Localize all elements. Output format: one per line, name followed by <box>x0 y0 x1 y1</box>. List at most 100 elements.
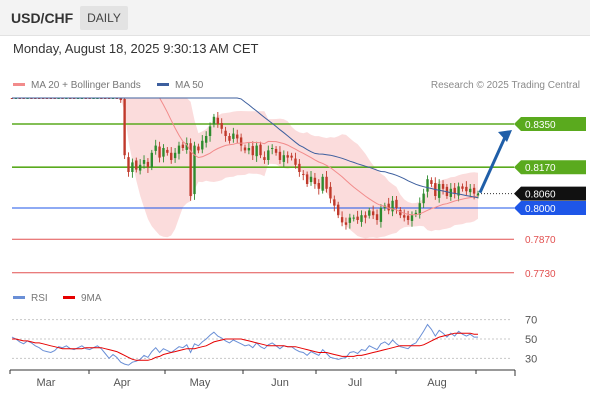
candle <box>302 170 305 181</box>
candle-body <box>403 215 406 218</box>
candle-body <box>371 211 375 216</box>
candle-body <box>255 145 258 157</box>
legend-swatch-rsi <box>13 295 25 299</box>
candle-body <box>437 184 441 198</box>
candle-body <box>414 212 418 215</box>
candle-body <box>216 117 220 124</box>
level-last: 0.8060 <box>478 186 586 201</box>
candle <box>418 197 421 219</box>
candle-body <box>453 187 456 194</box>
candle <box>220 118 223 134</box>
candle-body <box>422 193 425 204</box>
legend-ma50: MA 50 <box>157 80 203 92</box>
candle <box>173 148 177 163</box>
candle-body <box>379 208 383 222</box>
candle-body <box>270 148 274 149</box>
candle-body <box>138 164 142 171</box>
candle <box>465 181 468 196</box>
candle <box>208 122 212 142</box>
instrument-title: USD/CHF <box>11 10 74 26</box>
candle <box>251 141 254 160</box>
candle-body <box>352 217 355 219</box>
rsi-ma-line <box>12 332 478 361</box>
candle <box>127 152 130 177</box>
candle-body <box>333 199 336 206</box>
candle-body <box>142 160 146 164</box>
candle-body <box>201 140 204 150</box>
candle-body <box>166 149 169 153</box>
legend-label-9ma: 9MA <box>81 293 102 304</box>
candle <box>270 144 274 155</box>
candle <box>154 139 157 155</box>
level-tag <box>514 160 586 175</box>
candle <box>239 133 243 152</box>
candle-body <box>232 133 235 139</box>
candle-body <box>131 162 134 172</box>
candle <box>236 129 239 144</box>
candle-body <box>177 145 181 154</box>
candle-body <box>294 158 297 165</box>
candle <box>352 214 355 222</box>
candle <box>309 171 313 186</box>
candle-body <box>204 136 208 143</box>
level-resistance: 0.8170 <box>12 160 586 175</box>
candle-body <box>274 148 278 153</box>
level-label: 0.7730 <box>525 269 556 280</box>
candle <box>360 210 363 227</box>
candle <box>387 197 390 215</box>
candle-body <box>302 173 305 175</box>
candle <box>193 141 196 200</box>
legend-label-rsi: RSI <box>31 293 48 304</box>
candle-body <box>212 116 216 125</box>
candle-body <box>348 217 352 223</box>
candle-body <box>146 161 150 168</box>
candle-body <box>236 134 239 139</box>
candle-body <box>267 150 270 160</box>
candle <box>123 98 126 160</box>
rsi-line <box>11 323 478 366</box>
timeframe-tab[interactable]: DAILY <box>80 6 128 30</box>
candle-body <box>158 146 161 158</box>
candle-body <box>360 215 363 222</box>
candle-body <box>259 144 262 156</box>
candle-body <box>193 145 196 195</box>
candle-body <box>305 174 309 184</box>
candle <box>317 179 320 195</box>
candle <box>243 144 247 154</box>
candle-body <box>150 152 153 168</box>
candle <box>403 209 406 222</box>
candle <box>430 177 433 187</box>
level-tag <box>514 117 586 131</box>
candle <box>437 179 441 203</box>
candle-body <box>457 186 460 196</box>
candle <box>278 146 282 164</box>
candle-body <box>337 204 340 216</box>
candle <box>274 146 278 156</box>
candle <box>286 151 289 164</box>
level-tag <box>514 201 586 215</box>
candle <box>201 135 204 154</box>
legend-ma20: MA 20 + Bollinger Bands <box>13 80 141 92</box>
candle <box>263 151 266 164</box>
candle-body <box>321 176 324 191</box>
candle <box>212 113 216 128</box>
month-label: Apr <box>113 377 130 389</box>
candle <box>476 190 480 199</box>
candle-body <box>123 99 126 156</box>
candle <box>119 98 122 103</box>
candle <box>228 133 231 144</box>
candle <box>371 205 375 220</box>
candle-body <box>243 147 247 151</box>
candle-body <box>208 126 212 136</box>
month-label: Jul <box>348 377 362 389</box>
candle <box>348 213 352 229</box>
candle <box>426 175 429 198</box>
candle-body <box>278 151 282 160</box>
candle <box>375 209 379 225</box>
candle <box>379 204 383 228</box>
candle <box>189 138 192 201</box>
candle <box>305 171 309 187</box>
candle-body <box>340 217 344 223</box>
candle-body <box>410 215 414 221</box>
